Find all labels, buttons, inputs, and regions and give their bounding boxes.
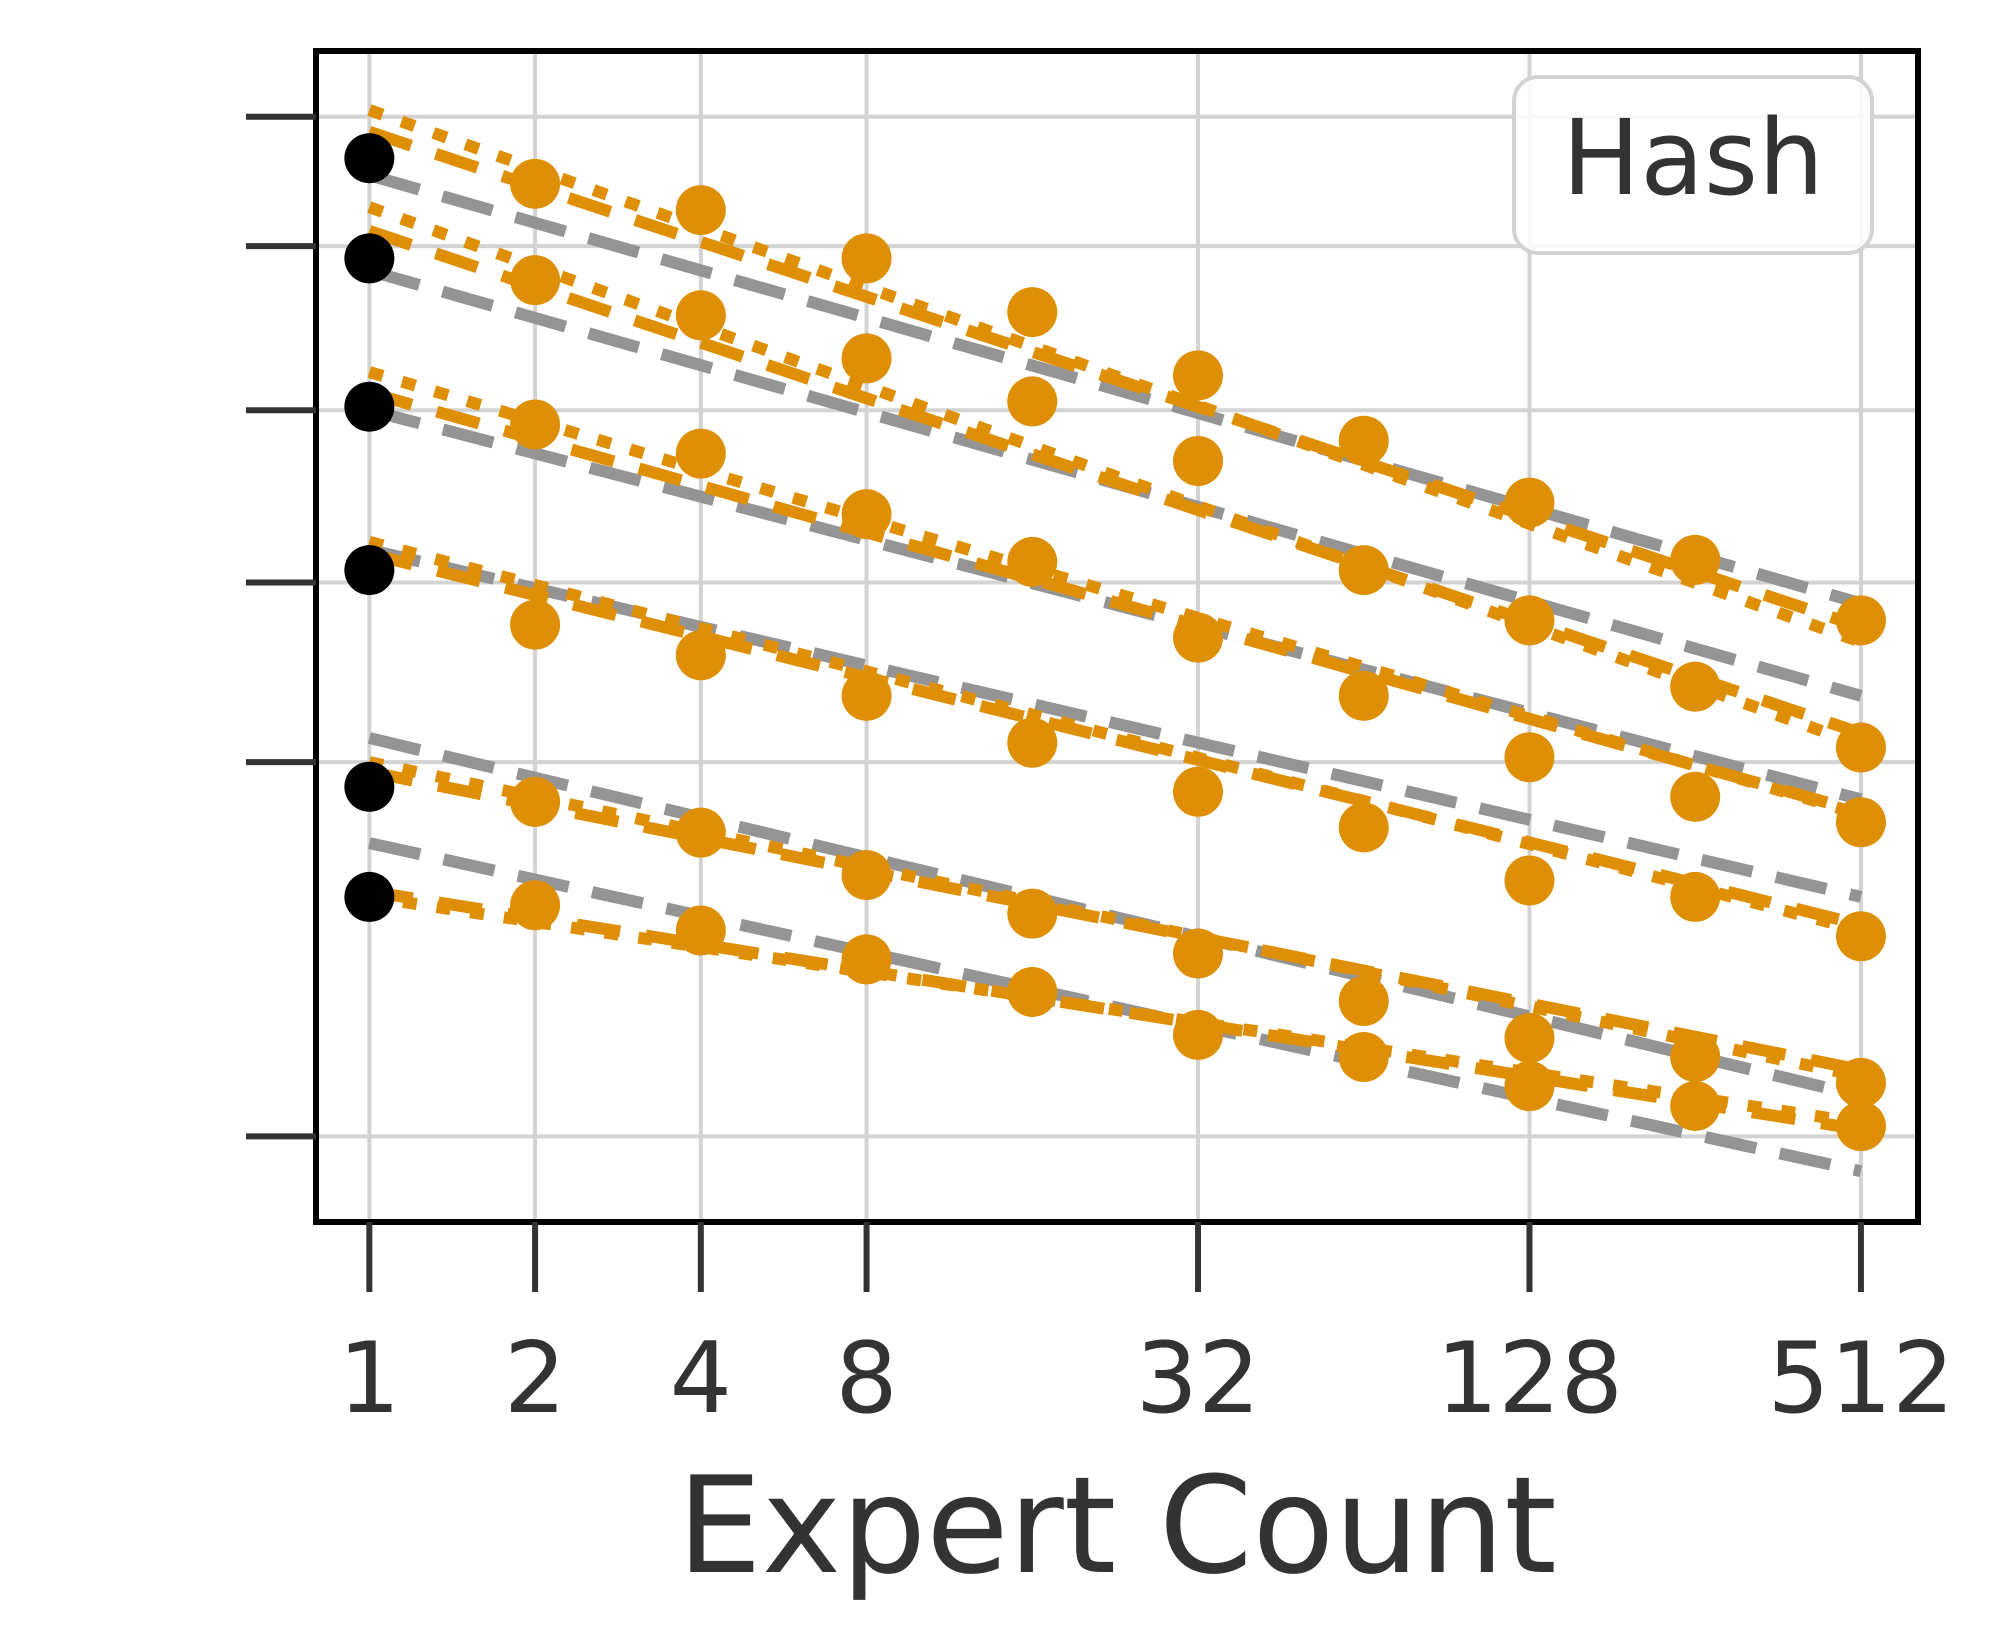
dense-point-3-1 xyxy=(344,381,395,432)
moe-point-1-8 xyxy=(841,233,892,284)
moe-point-5-8 xyxy=(841,850,892,901)
moe-point-3-16 xyxy=(1007,536,1058,587)
moe-point-6-512 xyxy=(1835,1101,1886,1152)
moe-point-1-32 xyxy=(1173,350,1224,401)
moe-point-4-4 xyxy=(675,630,726,681)
moe-point-5-256 xyxy=(1670,1032,1721,1083)
fit-line-gray-4 xyxy=(367,543,1863,903)
data-points xyxy=(344,133,1886,1152)
fit-line-dotted-2 xyxy=(367,201,1863,751)
legend-box xyxy=(1512,75,1874,255)
moe-point-2-512 xyxy=(1835,722,1886,773)
moe-point-4-256 xyxy=(1670,871,1721,922)
moe-point-4-128 xyxy=(1504,855,1555,906)
fit-line-dotted-5 xyxy=(368,756,1863,1083)
legend-entry-hash: Hash xyxy=(1562,97,1824,219)
moe-point-1-512 xyxy=(1835,595,1886,646)
moe-point-5-4 xyxy=(675,807,726,858)
moe-point-2-4 xyxy=(675,290,726,341)
moe-point-3-8 xyxy=(841,489,892,540)
moe-point-3-4 xyxy=(675,428,726,479)
fit-lines xyxy=(367,104,1863,1178)
plot-frame xyxy=(313,48,1921,1225)
dense-point-1-1 xyxy=(344,133,395,184)
dense-point-4-1 xyxy=(344,545,395,596)
moe-point-2-128 xyxy=(1504,595,1555,646)
moe-point-2-8 xyxy=(841,333,892,384)
fit-line-dashed-4 xyxy=(367,548,1863,931)
moe-point-5-16 xyxy=(1007,888,1058,939)
moe-point-3-2 xyxy=(510,399,561,450)
moe-point-1-2 xyxy=(510,158,561,209)
moe-point-2-32 xyxy=(1173,435,1224,486)
moe-point-3-64 xyxy=(1338,670,1389,721)
moe-point-4-16 xyxy=(1007,717,1058,768)
moe-point-6-128 xyxy=(1504,1061,1555,1112)
dense-point-6-1 xyxy=(344,871,395,922)
moe-point-4-8 xyxy=(841,670,892,721)
moe-point-5-512 xyxy=(1835,1057,1886,1108)
y-ticks xyxy=(246,113,316,1140)
x-tick-label: 32 xyxy=(1136,1322,1261,1436)
moe-point-5-128 xyxy=(1504,1013,1555,1064)
moe-point-6-8 xyxy=(841,934,892,985)
moe-point-6-16 xyxy=(1007,966,1058,1017)
moe-point-4-512 xyxy=(1835,911,1886,962)
moe-point-6-4 xyxy=(675,905,726,956)
x-tick-label: 512 xyxy=(1767,1322,1954,1436)
x-tick-label: 1 xyxy=(338,1322,400,1436)
x-tick-label: 128 xyxy=(1436,1322,1623,1436)
legend: Hash xyxy=(1512,75,1874,255)
moe-point-6-256 xyxy=(1670,1080,1721,1131)
moe-point-1-4 xyxy=(675,185,726,236)
moe-point-1-128 xyxy=(1504,477,1555,528)
x-tick-label: 8 xyxy=(835,1322,897,1436)
moe-point-4-64 xyxy=(1338,802,1389,853)
x-ticks: 1 2 4 8 32 128 512 xyxy=(338,1222,1954,1436)
moe-point-5-32 xyxy=(1173,928,1224,979)
moe-point-2-256 xyxy=(1670,661,1721,712)
moe-point-2-64 xyxy=(1338,545,1389,596)
x-axis-title: Expert Count xyxy=(677,1448,1557,1604)
fit-line-dotted-1 xyxy=(367,104,1863,648)
moe-point-4-32 xyxy=(1173,766,1224,817)
dense-point-2-1 xyxy=(344,233,395,284)
moe-point-2-2 xyxy=(510,255,561,306)
moe-point-6-64 xyxy=(1338,1032,1389,1083)
moe-point-2-16 xyxy=(1007,376,1058,427)
moe-point-6-32 xyxy=(1173,1009,1224,1060)
moe-point-3-256 xyxy=(1670,771,1721,822)
moe-point-1-256 xyxy=(1670,534,1721,585)
moe-point-3-512 xyxy=(1835,797,1886,848)
moe-point-1-16 xyxy=(1007,287,1058,338)
moe-point-5-2 xyxy=(510,776,561,827)
x-tick-label: 2 xyxy=(504,1322,566,1436)
moe-point-3-128 xyxy=(1504,732,1555,783)
moe-point-3-32 xyxy=(1173,612,1224,663)
fit-line-gray-1 xyxy=(367,169,1863,610)
x-tick-label: 4 xyxy=(670,1322,732,1436)
moe-point-6-2 xyxy=(510,880,561,931)
fit-line-dotted-6 xyxy=(368,890,1862,1129)
fit-line-dotted-3 xyxy=(367,366,1863,821)
moe-point-4-2 xyxy=(510,599,561,650)
dense-point-5-1 xyxy=(344,761,395,812)
moe-point-5-64 xyxy=(1338,976,1389,1027)
moe-point-1-64 xyxy=(1338,415,1389,466)
